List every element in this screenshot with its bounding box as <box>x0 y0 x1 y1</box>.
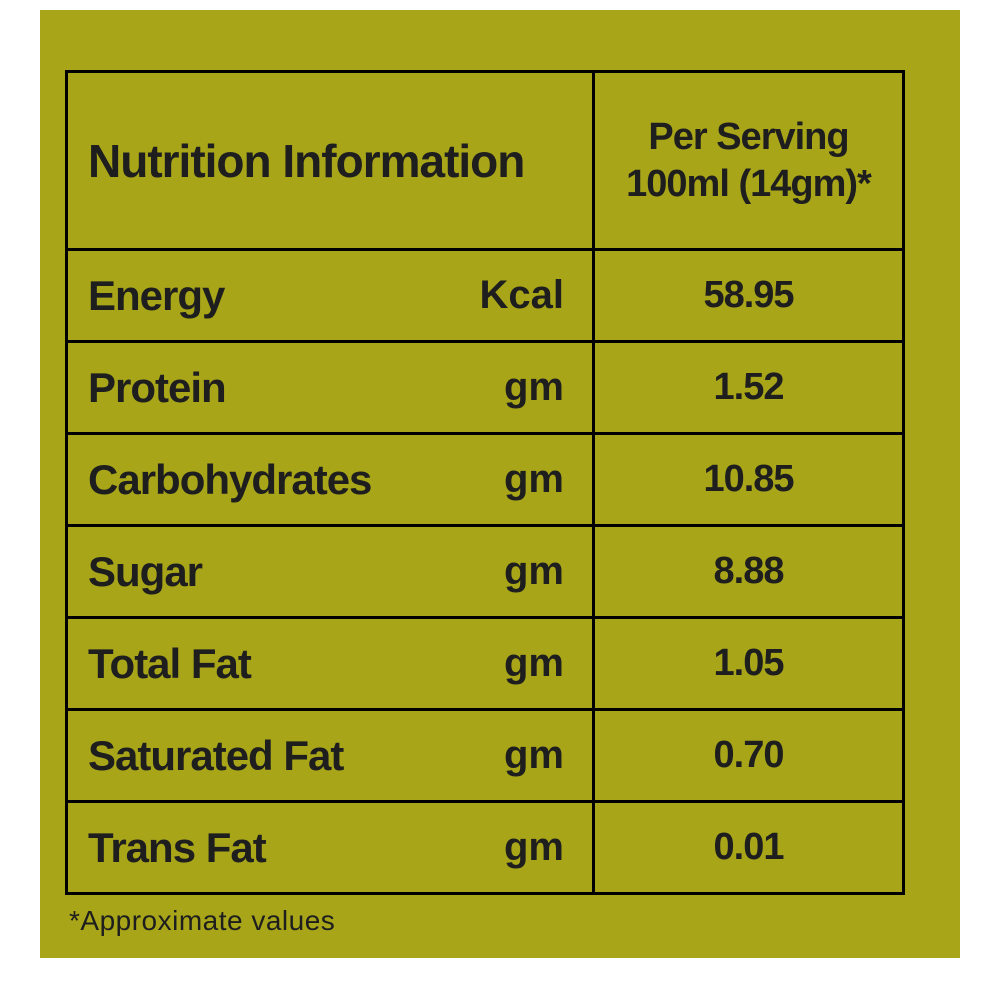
nutrient-unit: gm <box>504 457 564 501</box>
row-left-cell: Saturated Fat gm <box>68 711 595 800</box>
table-header-row: Nutrition Information Per Serving 100ml … <box>68 73 902 251</box>
row-left-cell: Carbohydrates gm <box>68 435 595 524</box>
nutrient-value: 0.70 <box>713 734 785 776</box>
nutrition-table: Nutrition Information Per Serving 100ml … <box>65 70 905 895</box>
table-header-title: Nutrition Information <box>68 73 595 248</box>
row-left-cell: Energy Kcal <box>68 251 595 340</box>
nutrition-label-panel: Nutrition Information Per Serving 100ml … <box>40 10 960 958</box>
nutrient-value: 1.52 <box>713 366 785 408</box>
row-left-cell: Trans Fat gm <box>68 803 595 892</box>
table-row-carbohydrates: Carbohydrates gm 10.85 <box>68 435 902 527</box>
nutrient-value: 58.95 <box>703 274 794 316</box>
nutrient-unit: gm <box>504 641 564 685</box>
table-row-sugar: Sugar gm 8.88 <box>68 527 902 619</box>
nutrient-name: Trans Fat <box>88 823 267 871</box>
table-row-trans-fat: Trans Fat gm 0.01 <box>68 803 902 892</box>
serving-line-2: 100ml (14gm)* <box>626 162 872 205</box>
nutrient-unit: Kcal <box>479 273 565 317</box>
table-row-energy: Energy Kcal 58.95 <box>68 251 902 343</box>
serving-line-1: Per Serving <box>648 116 849 159</box>
table-header-serving: Per Serving 100ml (14gm)* <box>595 73 902 248</box>
nutrient-unit: gm <box>504 825 564 869</box>
nutrient-name: Energy <box>88 271 225 319</box>
nutrient-unit: gm <box>504 365 564 409</box>
nutrient-name: Sugar <box>88 547 203 595</box>
row-left-cell: Sugar gm <box>68 527 595 616</box>
row-left-cell: Protein gm <box>68 343 595 432</box>
nutrient-value: 0.01 <box>713 826 785 868</box>
table-row-total-fat: Total Fat gm 1.05 <box>68 619 902 711</box>
table-row-saturated-fat: Saturated Fat gm 0.70 <box>68 711 902 803</box>
approximate-values-footnote: *Approximate values <box>69 905 336 936</box>
nutrient-name: Total Fat <box>88 639 252 687</box>
nutrient-value: 8.88 <box>713 550 785 592</box>
nutrient-name: Protein <box>88 363 227 411</box>
nutrient-value: 1.05 <box>713 642 785 684</box>
nutrient-unit: gm <box>504 733 564 777</box>
nutrient-unit: gm <box>504 549 564 593</box>
row-left-cell: Total Fat gm <box>68 619 595 708</box>
nutrient-name: Carbohydrates <box>88 455 372 503</box>
nutrient-value: 10.85 <box>703 458 794 500</box>
nutrient-name: Saturated Fat <box>88 731 344 779</box>
table-row-protein: Protein gm 1.52 <box>68 343 902 435</box>
